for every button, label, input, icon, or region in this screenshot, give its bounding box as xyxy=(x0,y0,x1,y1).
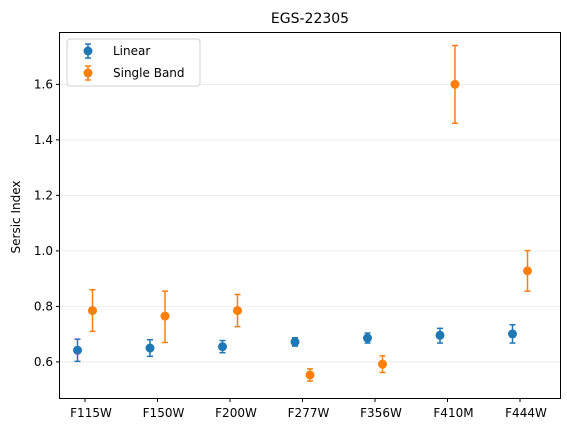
plot-frame xyxy=(59,32,561,399)
x-tick-label: F356W xyxy=(360,406,402,420)
series-0 xyxy=(73,323,517,363)
legend-marker xyxy=(83,46,93,56)
x-tick-label: F277W xyxy=(288,406,330,420)
data-point xyxy=(145,343,155,353)
data-point xyxy=(523,266,532,276)
data-point xyxy=(508,329,517,339)
x-tick-label: F410M xyxy=(433,406,473,420)
legend-marker xyxy=(83,68,93,78)
chart-title: EGS-22305 xyxy=(271,11,349,27)
legend-box xyxy=(66,38,201,87)
data-point xyxy=(233,306,242,316)
grid xyxy=(60,83,560,363)
data-point xyxy=(450,79,460,89)
legend-label: Linear xyxy=(113,44,150,58)
data-point xyxy=(363,333,372,343)
y-axis-label: Sersic Index xyxy=(9,181,23,254)
y-tick-label: 0.6 xyxy=(34,355,53,369)
data-point xyxy=(435,330,445,340)
data-point xyxy=(218,342,227,352)
data-point xyxy=(88,306,97,316)
legend: Linear Single Band xyxy=(66,38,201,87)
x-axis: F115W F150W F200W F277W F356W F410M F444W xyxy=(70,398,547,420)
y-tick-label: 1.6 xyxy=(34,77,53,91)
legend-label: Single Band xyxy=(113,66,185,80)
data-point xyxy=(378,359,387,369)
data-point xyxy=(290,337,300,347)
x-tick-label: F444W xyxy=(505,406,547,420)
data-point xyxy=(73,345,82,355)
y-tick-label: 0.8 xyxy=(34,299,53,313)
x-tick-label: F150W xyxy=(143,406,185,420)
series-1 xyxy=(88,44,532,382)
data-point xyxy=(160,311,170,321)
x-tick-label: F200W xyxy=(215,406,257,420)
y-tick-label: 1.0 xyxy=(34,244,53,258)
y-tick-label: 1.2 xyxy=(34,188,53,202)
plot-area xyxy=(73,44,532,382)
y-axis: 0.6 0.8 1.0 1.2 1.4 1.6 xyxy=(34,77,60,369)
data-point xyxy=(305,370,315,380)
y-tick-label: 1.4 xyxy=(34,133,53,147)
x-tick-label: F115W xyxy=(70,406,112,420)
